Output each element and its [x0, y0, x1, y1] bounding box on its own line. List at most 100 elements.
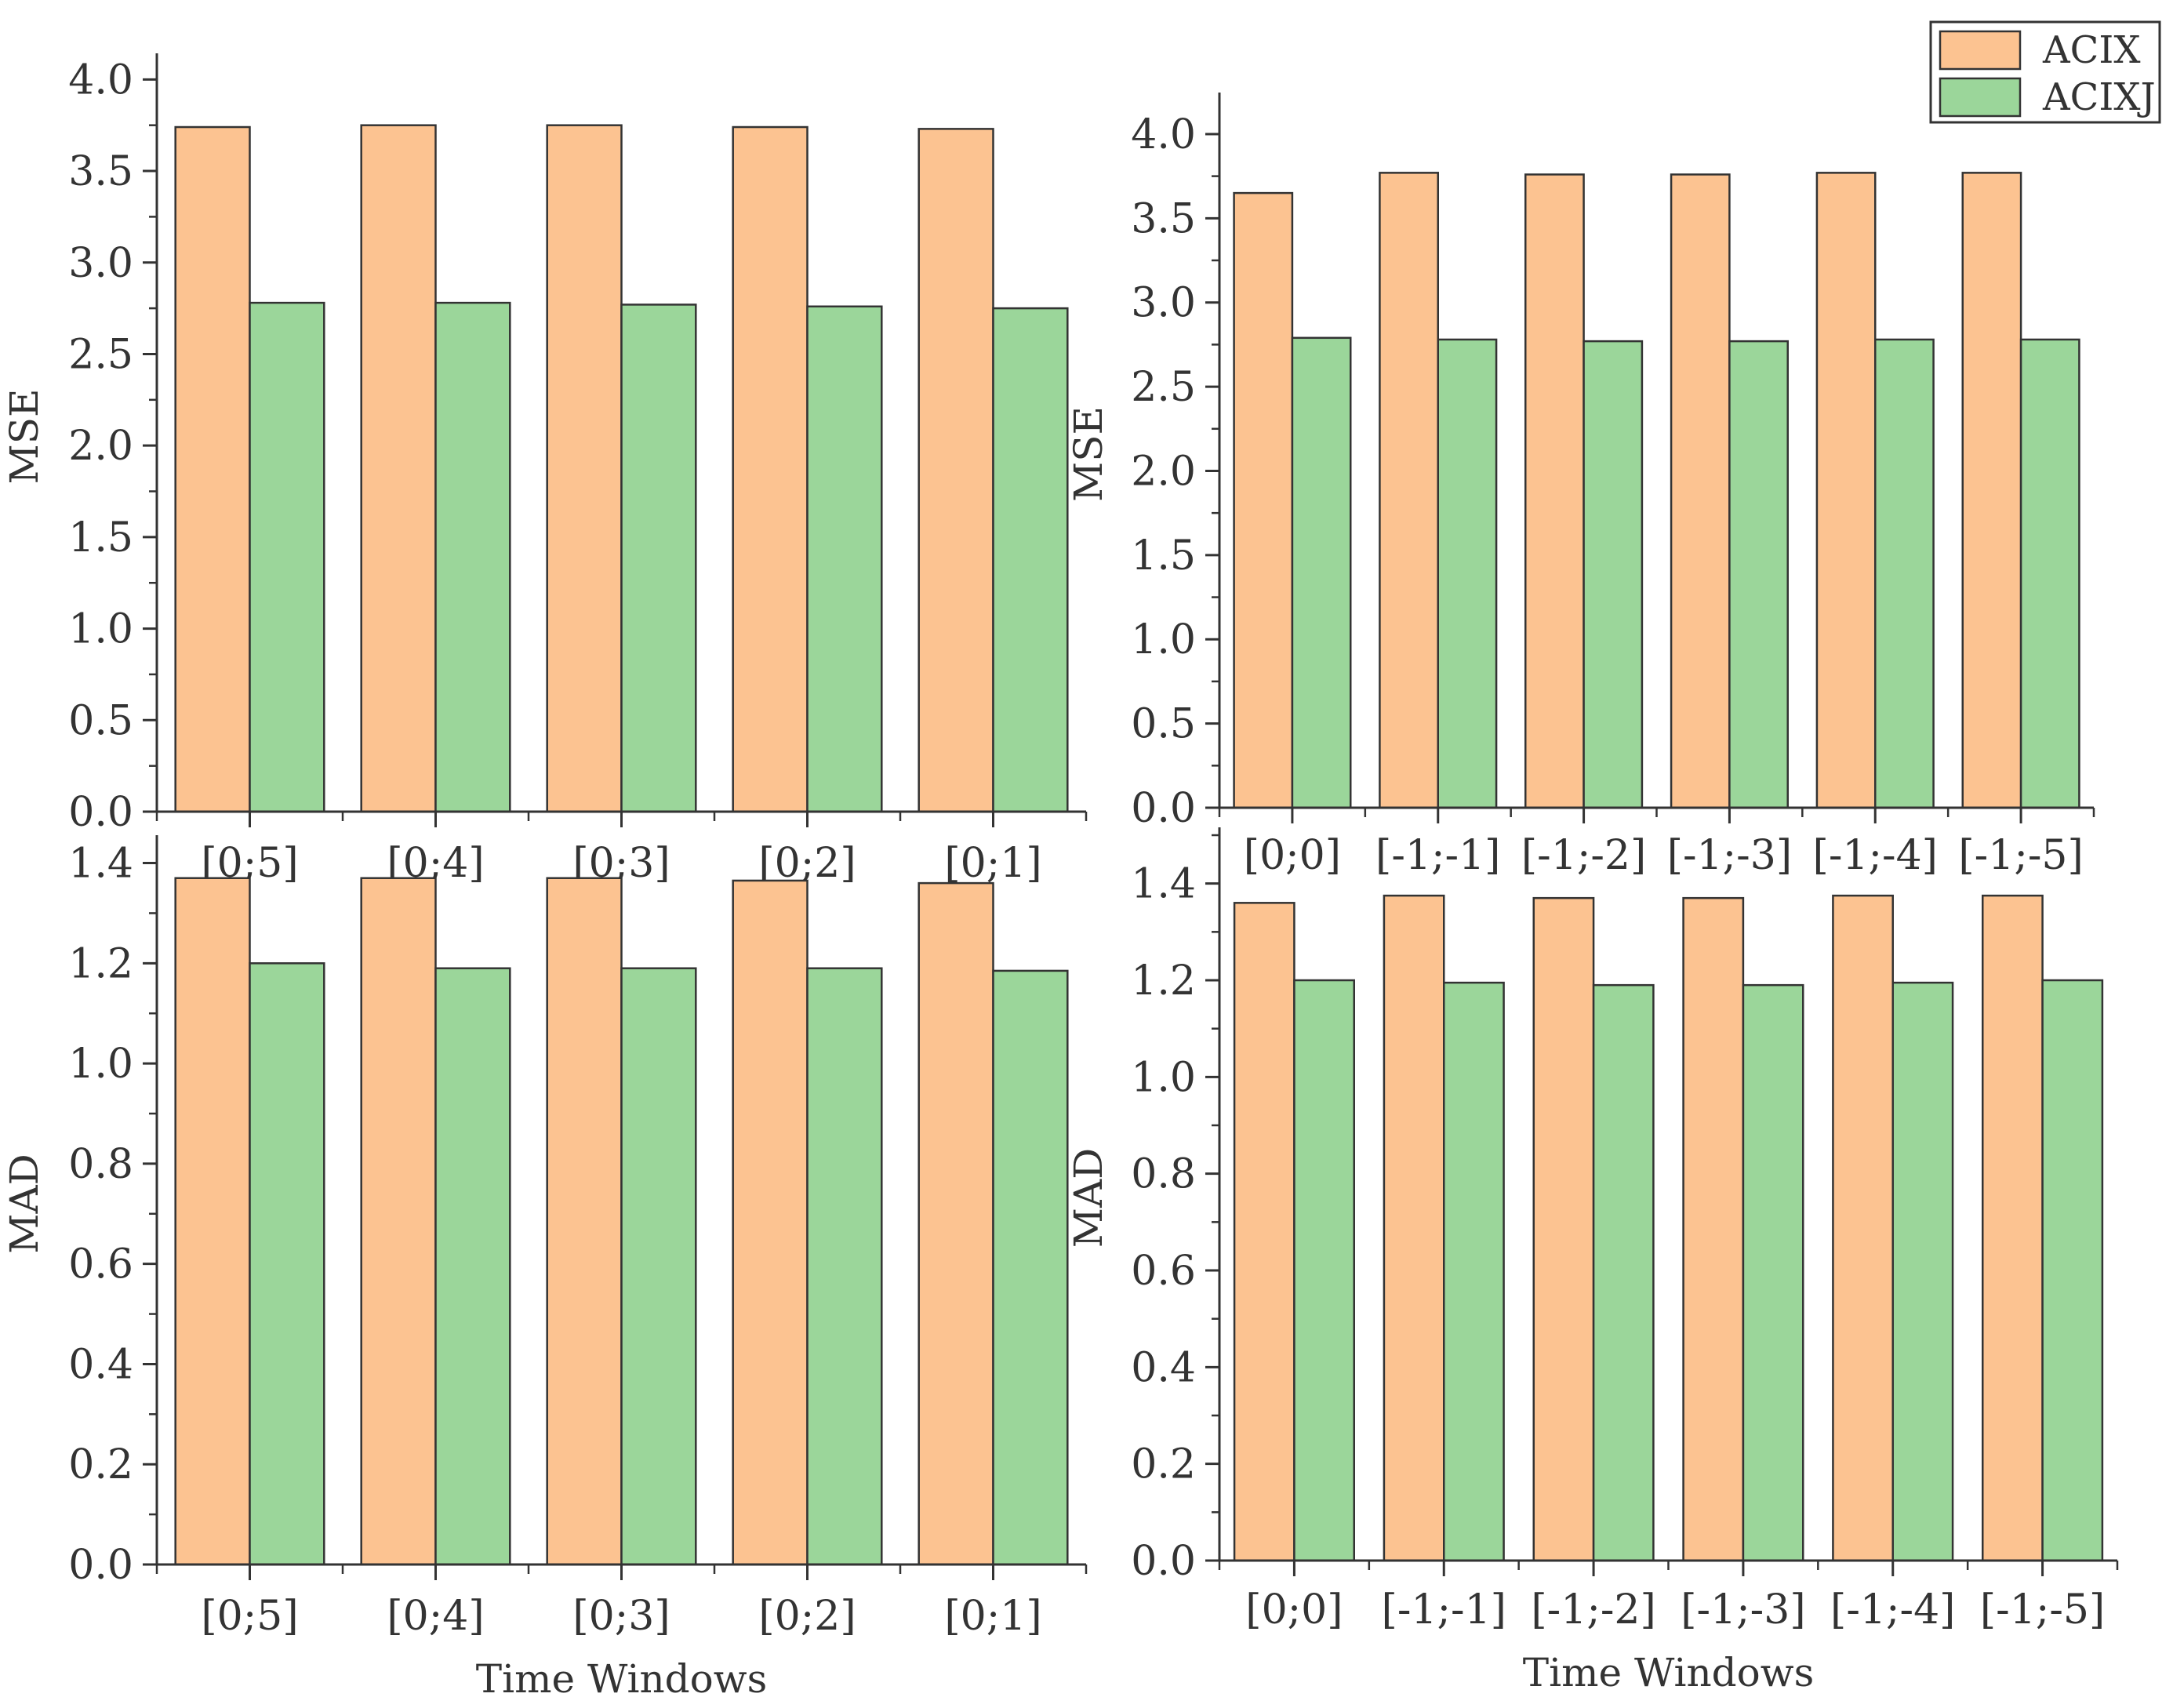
- bar-acixj-1: [249, 962, 325, 1566]
- bar-acix-2: [1379, 172, 1439, 809]
- x-tick-label: [-1;-5]: [1958, 832, 2083, 879]
- x-tick-label: [-1;-4]: [1813, 832, 1938, 879]
- y-tick-label: 1.2: [68, 940, 133, 987]
- bar-acix-1: [1233, 902, 1295, 1562]
- legend-swatch-acix: [1939, 30, 2022, 71]
- x-tick-label: [0;1]: [944, 840, 1041, 887]
- bar-acix-5: [1815, 172, 1877, 809]
- bar-acix-5: [918, 881, 994, 1566]
- x-axis-title: Time Windows: [476, 1656, 768, 1702]
- bar-acixj-5: [992, 307, 1069, 813]
- x-tick-label: [-1;-1]: [1382, 1586, 1506, 1634]
- y-tick-label: 0.6: [68, 1241, 133, 1288]
- bar-acixj-4: [806, 305, 883, 813]
- y-tick-label: 0.0: [1131, 1538, 1196, 1585]
- y-tick-label: 4.0: [1131, 111, 1196, 158]
- x-tick-label: [-1;-4]: [1830, 1586, 1955, 1634]
- x-tick-label: [-1;-2]: [1521, 832, 1646, 879]
- y-tick-label: 2.5: [68, 331, 133, 378]
- x-tick-label: [-1;-1]: [1375, 832, 1500, 879]
- bar-acix-6: [1982, 894, 2044, 1562]
- bar-acix-4: [1670, 173, 1731, 809]
- panel-mse-left: 0.00.51.01.52.02.53.03.54.0[0;5] [0;4] [0;…: [2, 53, 1088, 887]
- bar-acix-3: [546, 877, 623, 1566]
- y-tick-label: 0.8: [1131, 1151, 1196, 1198]
- legend-swatch-acixj: [1939, 77, 2022, 118]
- y-axis-title: MAD: [2, 1154, 47, 1253]
- bar-acixj-3: [620, 967, 697, 1566]
- y-axis-title: MAD: [1066, 1148, 1111, 1248]
- bar-acix-2: [360, 124, 437, 813]
- y-tick-label: 1.0: [68, 1041, 133, 1088]
- y-tick-label: 2.0: [68, 423, 133, 470]
- x-tick-label: [0;0]: [1244, 832, 1341, 879]
- x-tick-label: [-1;-5]: [1980, 1586, 2105, 1634]
- y-tick-label: 2.0: [1131, 448, 1196, 495]
- x-tick-label: [0;3]: [572, 1593, 670, 1640]
- y-tick-label: 0.4: [68, 1341, 133, 1388]
- bar-acixj-1: [1291, 336, 1352, 809]
- bar-acixj-6: [2019, 338, 2080, 809]
- y-tick-label: 0.5: [68, 697, 133, 744]
- x-tick-label: [0;5]: [201, 1593, 298, 1640]
- bar-acixj-5: [992, 969, 1069, 1566]
- bar-acix-3: [1524, 173, 1585, 809]
- y-tick-label: 1.0: [1131, 1054, 1196, 1101]
- bar-acixj-2: [1443, 981, 1505, 1562]
- legend: ACIX ACIXJ: [1929, 20, 2161, 124]
- x-axis-title: Time Windows: [1523, 1650, 1815, 1695]
- bar-acixj-2: [1437, 338, 1498, 809]
- bar-acixj-4: [1742, 983, 1804, 1562]
- bar-acixj-4: [806, 967, 883, 1566]
- bar-acix-6: [1961, 172, 2022, 809]
- bar-acixj-2: [434, 301, 511, 813]
- y-tick-label: 0.8: [68, 1141, 133, 1188]
- y-tick-label: 1.0: [68, 606, 133, 653]
- bar-acix-4: [1682, 896, 1745, 1562]
- bar-acixj-1: [1293, 979, 1355, 1562]
- y-tick-label: 0.0: [1131, 785, 1196, 832]
- x-tick-label: [-1;-2]: [1531, 1586, 1655, 1634]
- y-tick-label: 3.0: [68, 240, 133, 287]
- panel-mad-left: 0.0 0.2 0.4 0.6 0.8 1.0 1.2 1.4 [0;5] [0;4] [0;3] […: [2, 835, 1088, 1702]
- x-tick-label: [0;2]: [758, 1593, 856, 1640]
- bar-acix-3: [546, 124, 623, 813]
- bar-acixj-6: [2041, 979, 2104, 1562]
- y-tick-label: 3.5: [68, 148, 133, 195]
- x-tick-label: [0;1]: [944, 1593, 1041, 1640]
- bar-acixj-3: [1583, 340, 1644, 809]
- bar-acix-4: [732, 125, 809, 813]
- bar-acix-1: [174, 125, 251, 813]
- bar-acix-3: [1532, 896, 1595, 1562]
- bar-acixj-2: [434, 967, 511, 1566]
- bar-acixj-5: [1874, 338, 1935, 809]
- y-tick-label: 0.0: [68, 789, 133, 836]
- legend-label-acixj: ACIXJ: [2042, 75, 2156, 119]
- y-tick-label: 0.6: [1131, 1248, 1196, 1295]
- x-tick-label: [0;2]: [758, 840, 856, 887]
- legend-label-acix: ACIX: [2042, 28, 2141, 72]
- y-tick-label: 0.2: [1131, 1441, 1196, 1488]
- x-tick-label: [0;0]: [1245, 1586, 1343, 1634]
- bar-acixj-5: [1891, 981, 1954, 1562]
- y-tick-label: 1.0: [1131, 616, 1196, 663]
- panel-mad-right: 0.0 0.2 0.4 0.6 0.8 1.0 1.2 1.4 [0;0] [-1;-1] [-1;…: [1066, 827, 2119, 1695]
- bar-acixj-3: [620, 303, 697, 813]
- bar-acixj-3: [1592, 983, 1655, 1562]
- y-tick-label: 1.5: [68, 514, 133, 561]
- x-tick-label: [-1;-3]: [1681, 1586, 1805, 1634]
- y-tick-label: 1.5: [1131, 532, 1196, 580]
- bar-acix-1: [1233, 191, 1294, 809]
- bar-acix-2: [1383, 894, 1445, 1562]
- y-tick-label: 0.5: [1131, 701, 1196, 748]
- y-tick-label: 3.5: [1131, 195, 1196, 242]
- x-tick-label: [0;4]: [387, 1593, 484, 1640]
- y-axis-title: MSE: [2, 389, 47, 485]
- bar-acix-1: [174, 877, 251, 1566]
- bar-acix-5: [918, 128, 994, 813]
- bar-acixj-4: [1728, 340, 1790, 809]
- y-tick-label: 0.4: [1131, 1344, 1196, 1391]
- y-tick-label: 1.4: [1131, 861, 1196, 908]
- bar-acixj-1: [249, 301, 325, 813]
